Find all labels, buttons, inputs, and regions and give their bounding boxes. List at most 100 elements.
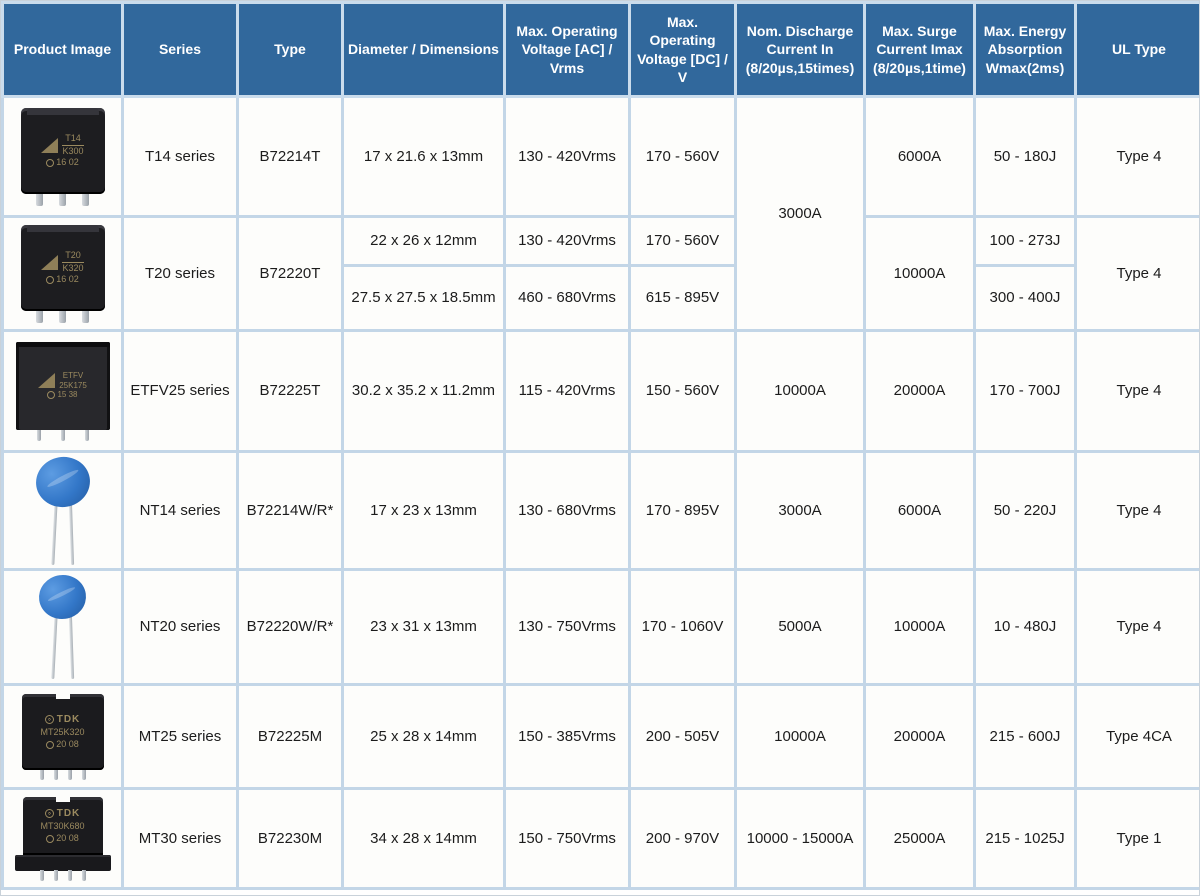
tdk-logo-icon <box>44 809 54 819</box>
header-dimensions: Diameter / Dimensions <box>341 1 506 98</box>
cell-nt14-ul: Type 4 <box>1074 450 1199 571</box>
cell-mt30-vac: 150 - 750Vrms <box>503 787 631 890</box>
component-part-marking: ETFV <box>62 371 84 381</box>
cell-t20v1-dimensions: 22 x 26 x 12mm <box>341 215 506 267</box>
etfv25-product-photo: ETFV 25K175 15 38 <box>6 341 119 441</box>
epcos-triangle-icon <box>41 254 59 270</box>
mt25-product-photo: TDK MT25K320 20 08 <box>6 693 119 780</box>
cell-mt25-vac: 150 - 385Vrms <box>503 683 631 790</box>
cell-nt20-energy: 10 - 480J <box>973 568 1077 686</box>
cell-t20v2-vac: 460 - 680Vrms <box>503 264 631 332</box>
cell-mt30-surge: 25000A <box>863 787 976 890</box>
cell-mt25-vdc: 200 - 505V <box>628 683 737 790</box>
header-nom-discharge-current: Nom. Discharge Current In (8/20µs,15time… <box>734 1 866 98</box>
nt14-product-photo <box>6 454 119 565</box>
cell-etfv25-series: ETFV25 series <box>121 329 239 453</box>
cell-nt20-type: B72220W/R* <box>236 568 344 686</box>
component-pins <box>36 192 89 206</box>
component-part-marking: T20 <box>62 250 84 264</box>
cell-t20v2-vdc: 615 - 895V <box>628 264 737 332</box>
cell-mt30-image: TDK MT30K680 20 08 <box>1 787 124 890</box>
cell-t14-ul: Type 4 <box>1074 95 1199 218</box>
header-max-energy-absorption: Max. Energy Absorption Wmax(2ms) <box>973 1 1077 98</box>
tdk-logo-icon <box>44 715 54 725</box>
varistor-disc <box>36 572 89 623</box>
t20-product-photo: T20 K320 16 02 <box>6 224 119 323</box>
component-code-marking: K300 <box>62 146 84 157</box>
header-product-image: Product Image <box>1 1 124 98</box>
cell-t14-series: T14 series <box>121 95 239 218</box>
cell-nt14-vdc: 170 - 895V <box>628 450 737 571</box>
mt30-product-photo: TDK MT30K680 20 08 <box>6 796 119 881</box>
cell-nt14-series: NT14 series <box>121 450 239 571</box>
cell-etfv25-image: ETFV 25K175 15 38 <box>1 329 124 453</box>
cell-t20-ul: Type 4 <box>1074 215 1199 332</box>
nt20-product-photo <box>6 572 119 680</box>
ul-logo-icon <box>47 391 56 400</box>
cell-t20v2-energy: 300 - 400J <box>973 264 1077 332</box>
cell-t14-type: B72214T <box>236 95 344 218</box>
cell-nt20-series: NT20 series <box>121 568 239 686</box>
cell-mt30-vdc: 200 - 970V <box>628 787 737 890</box>
component-date-marking: 16 02 <box>56 273 79 284</box>
component-pins <box>36 428 89 441</box>
cell-t14-dimensions: 17 x 21.6 x 13mm <box>341 95 506 218</box>
row-mt25: TDK MT25K320 20 08 MT25 series B72225M 2… <box>1 683 1199 790</box>
cell-mt25-series: MT25 series <box>121 683 239 790</box>
cell-t14-t20-discharge-merged: 3000A <box>734 95 866 332</box>
cell-etfv25-discharge: 10000A <box>734 329 866 453</box>
cell-t20-surge: 10000A <box>863 215 976 332</box>
cell-mt25-ul: Type 4CA <box>1074 683 1199 790</box>
cell-mt25-image: TDK MT25K320 20 08 <box>1 683 124 790</box>
cell-nt20-image <box>1 568 124 686</box>
component-pins <box>39 869 86 881</box>
component-part-marking: MT30K680 <box>40 821 85 832</box>
component-pins <box>39 768 86 780</box>
row-t20-variant2: 27.5 x 27.5 x 18.5mm 460 - 680Vrms 615 -… <box>3 264 1200 332</box>
cell-t20v2-dimensions: 27.5 x 27.5 x 18.5mm <box>341 264 506 332</box>
cell-t20v1-vdc: 170 - 560V <box>628 215 737 267</box>
cell-t20-image: T20 K320 16 02 <box>1 215 124 332</box>
cell-t20v1-vac: 130 - 420Vrms <box>503 215 631 267</box>
cell-t14-surge: 6000A <box>863 95 976 218</box>
component-code-marking: 25K175 <box>59 380 87 390</box>
cell-mt30-discharge: 10000 - 15000A <box>734 787 866 890</box>
component-code-marking: K320 <box>62 263 84 274</box>
cell-nt14-discharge: 3000A <box>734 450 866 571</box>
component-pins <box>36 309 89 323</box>
component-date-marking: 16 02 <box>56 156 79 167</box>
header-row: Product Image Series Type Diameter / Dim… <box>1 1 1199 98</box>
cell-nt20-vdc: 170 - 1060V <box>628 568 737 686</box>
cell-t14-image: T14 K300 16 02 <box>1 95 124 218</box>
cell-etfv25-vdc: 150 - 560V <box>628 329 737 453</box>
cell-nt14-image <box>1 450 124 571</box>
component-part-marking: T14 <box>62 133 84 147</box>
header-series: Series <box>121 1 239 98</box>
cell-nt20-vac: 130 - 750Vrms <box>503 568 631 686</box>
cell-etfv25-energy: 170 - 700J <box>973 329 1077 453</box>
cell-nt20-surge: 10000A <box>863 568 976 686</box>
ul-logo-icon <box>46 275 55 284</box>
row-t20-variant1: T20 K320 16 02 T20 series B72220T 22 x 2… <box>1 215 1199 332</box>
component-brand-marking: TDK <box>56 808 81 820</box>
component-date-marking: 15 38 <box>57 390 78 400</box>
cell-mt25-discharge: 10000A <box>734 683 866 790</box>
ul-logo-icon <box>46 158 55 167</box>
cell-nt20-dimensions: 23 x 31 x 13mm <box>341 568 506 686</box>
cell-t20-series: T20 series <box>121 215 239 332</box>
cell-etfv25-vac: 115 - 420Vrms <box>503 329 631 453</box>
component-leads <box>51 500 74 565</box>
row-etfv25: ETFV 25K175 15 38 ETFV25 series B72225T … <box>1 329 1199 453</box>
cell-mt25-type: B72225M <box>236 683 344 790</box>
cell-nt14-vac: 130 - 680Vrms <box>503 450 631 571</box>
row-t14: T14 K300 16 02 T14 series B72214T 17 x 2… <box>1 95 1199 332</box>
row-mt30: TDK MT30K680 20 08 MT30 series B72230M 3… <box>1 787 1199 890</box>
cell-mt30-dimensions: 34 x 28 x 14mm <box>341 787 506 890</box>
header-type: Type <box>236 1 344 98</box>
cell-t14-vdc: 170 - 560V <box>628 95 737 218</box>
component-brand-marking: TDK <box>56 714 81 726</box>
ul-logo-icon <box>46 740 55 749</box>
header-max-operating-voltage-ac: Max. Operating Voltage [AC] / Vrms <box>503 1 631 98</box>
